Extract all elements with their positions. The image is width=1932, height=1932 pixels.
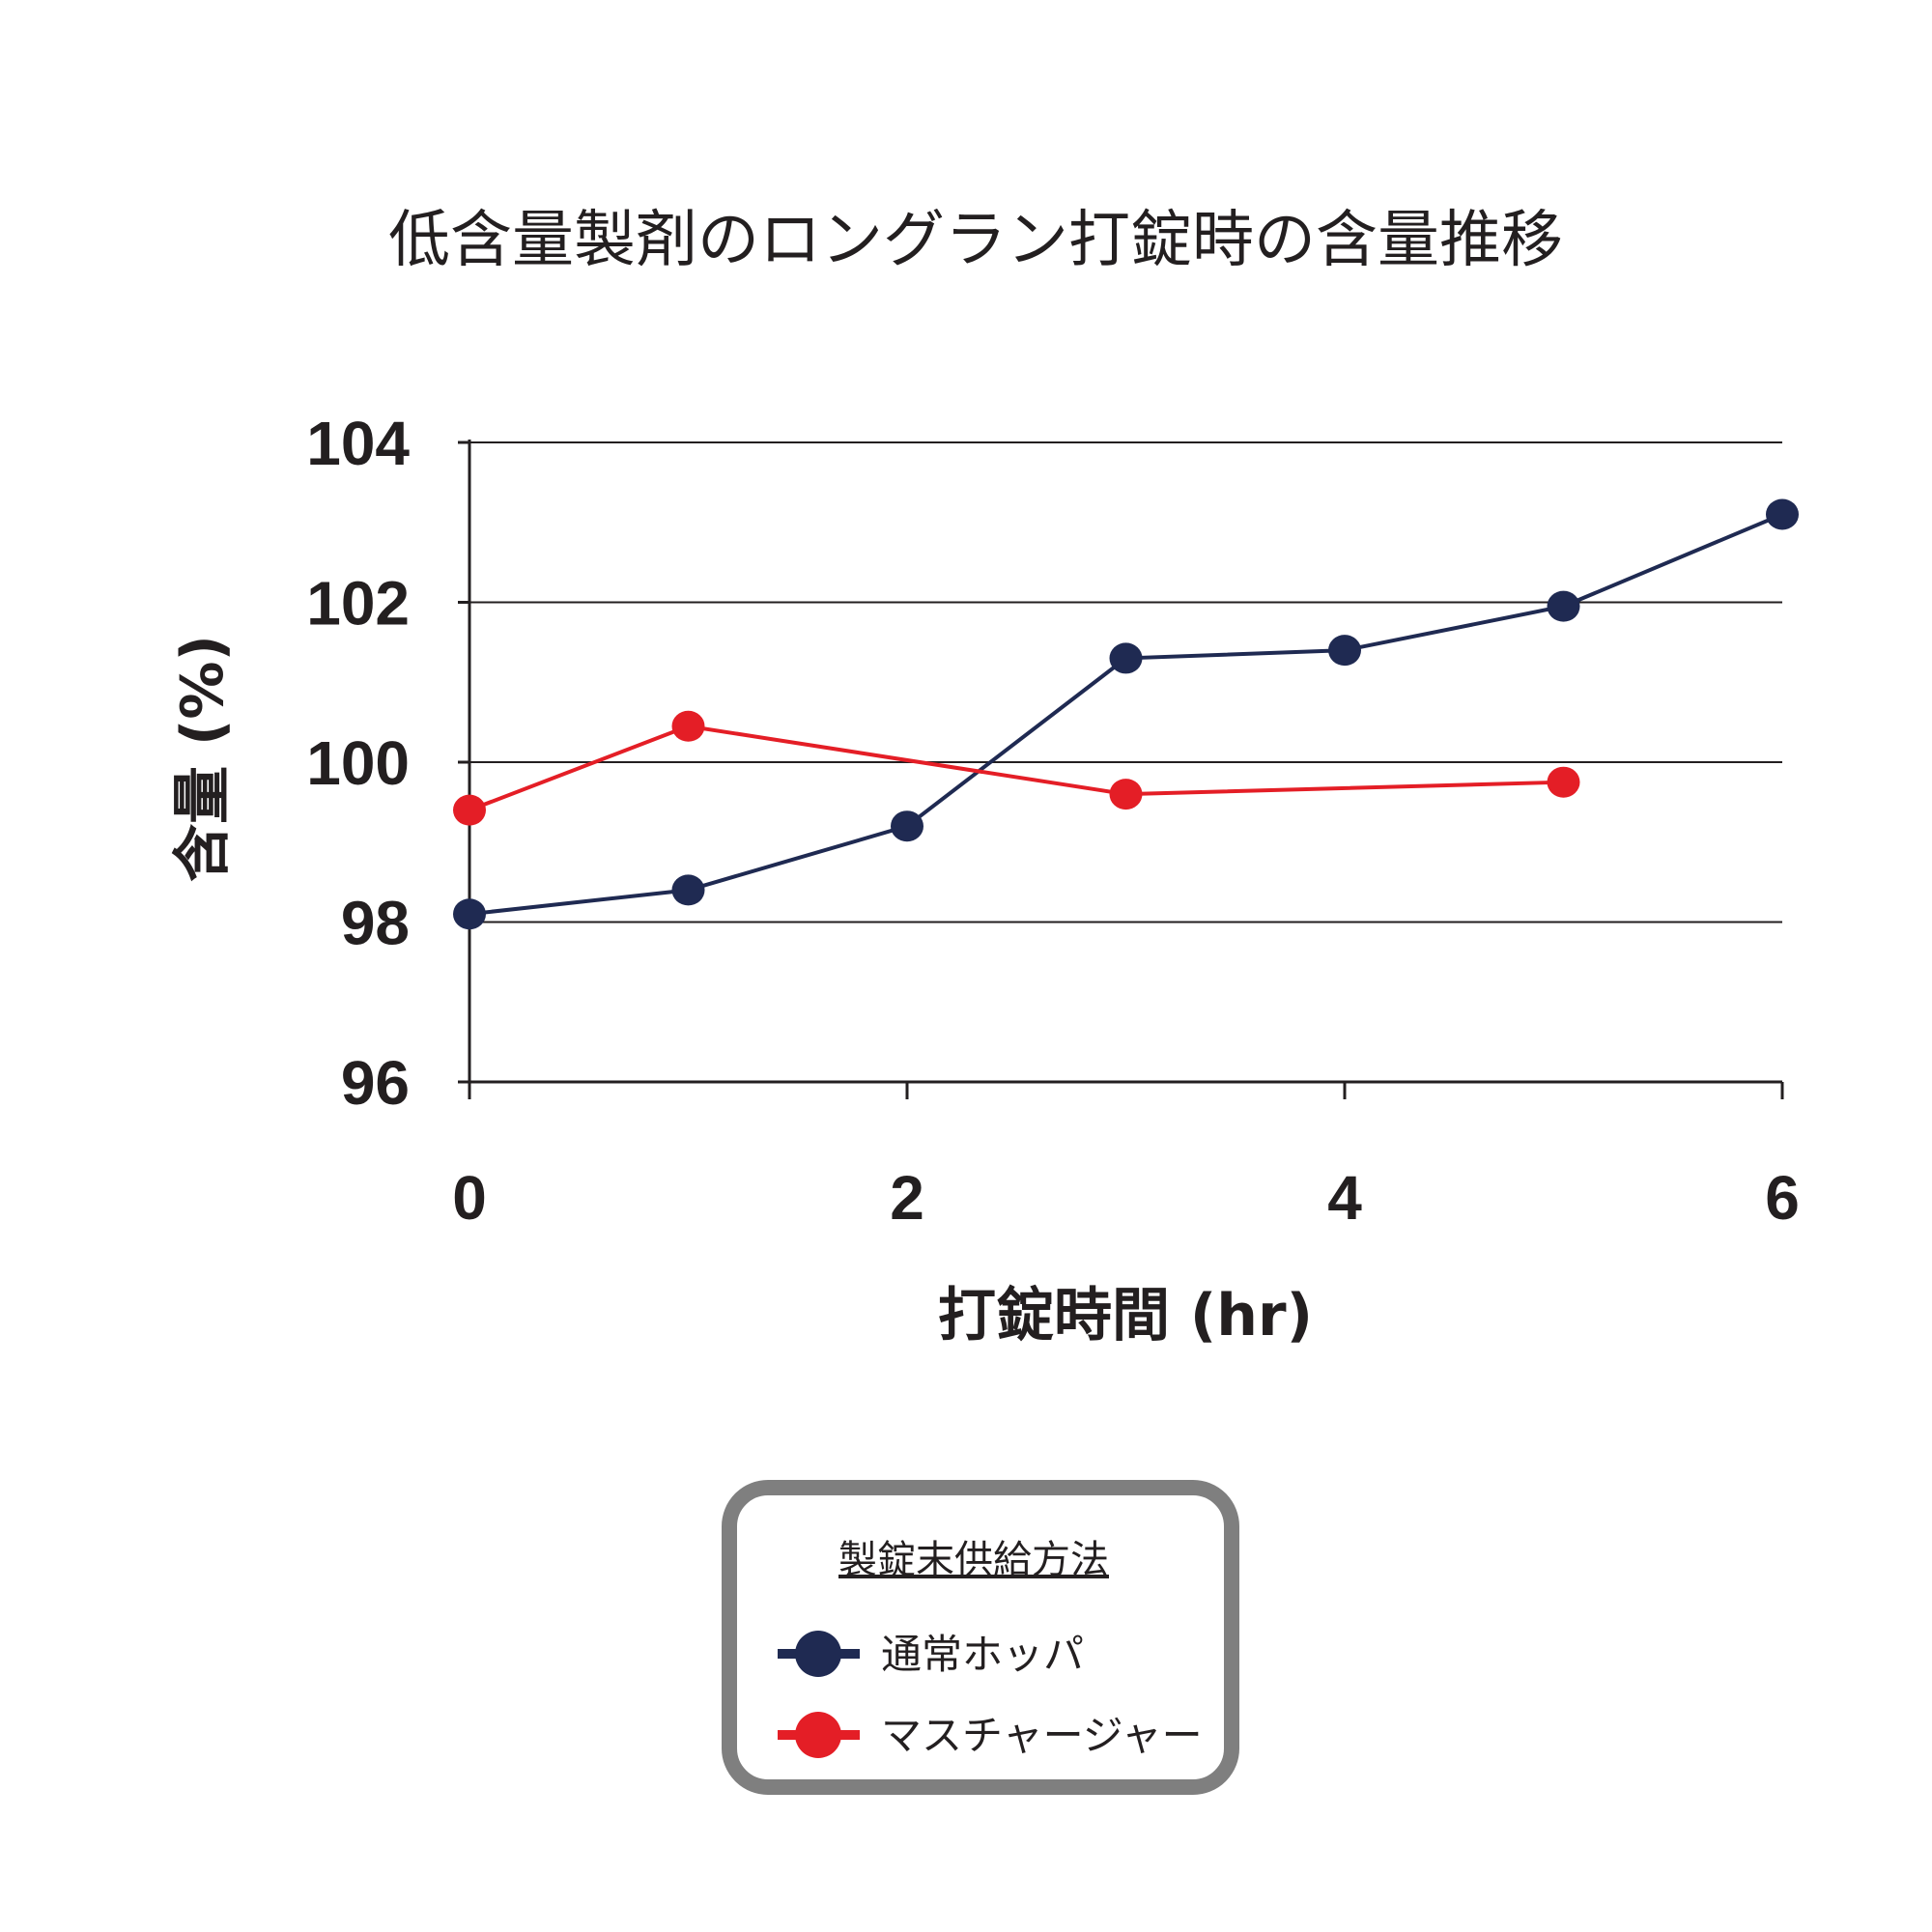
- y-axis-title: 含量 (%): [169, 635, 237, 882]
- legend-box: [722, 1480, 1239, 1795]
- legend-label: マスチャージャー: [881, 1712, 1203, 1759]
- x-tick-label: 6: [1765, 1163, 1800, 1233]
- series-line: [469, 724, 1564, 812]
- data-point: [453, 898, 486, 930]
- y-tick-label: 100: [306, 728, 410, 798]
- data-point: [891, 810, 923, 842]
- x-tick-label: 0: [452, 1163, 487, 1233]
- data-point: [1547, 590, 1580, 622]
- y-tick-label: 96: [341, 1048, 410, 1118]
- data-point: [1766, 498, 1799, 530]
- grid-lines: [469, 441, 1782, 923]
- x-tick-label: 4: [1327, 1163, 1362, 1233]
- series-1: [453, 710, 1580, 826]
- data-point: [1547, 766, 1580, 798]
- data-point: [671, 710, 705, 742]
- data-point: [671, 874, 705, 906]
- legend-swatch-marker: [795, 1631, 841, 1677]
- y-tick-label: 104: [306, 409, 410, 478]
- series-line: [469, 512, 1783, 917]
- axes: [468, 440, 1782, 1084]
- legend-item: マスチャージャー: [778, 1712, 1203, 1759]
- y-ticks: 104 102 100 98 96: [306, 409, 469, 1118]
- data-point: [453, 794, 486, 826]
- y-tick-label: 98: [341, 889, 410, 958]
- x-ticks: 0 2 4 6: [452, 1082, 1800, 1233]
- chart-title: 低含量製剤のロングラン打錠時の含量推移: [388, 205, 1563, 276]
- legend-item: 通常ホッパ: [778, 1631, 1084, 1678]
- data-point: [1109, 779, 1143, 810]
- data-point: [1109, 642, 1143, 674]
- series-0: [453, 498, 1799, 930]
- x-tick-label: 2: [890, 1163, 924, 1233]
- legend-title: 製錠末供給方法: [838, 1538, 1109, 1582]
- data-point: [1328, 635, 1361, 667]
- data-series: [453, 498, 1799, 930]
- legend-label: 通常ホッパ: [881, 1631, 1084, 1678]
- legend-swatch-marker: [795, 1712, 841, 1758]
- y-tick-label: 102: [306, 569, 410, 639]
- x-axis-title: 打錠時間 (hr): [938, 1282, 1313, 1350]
